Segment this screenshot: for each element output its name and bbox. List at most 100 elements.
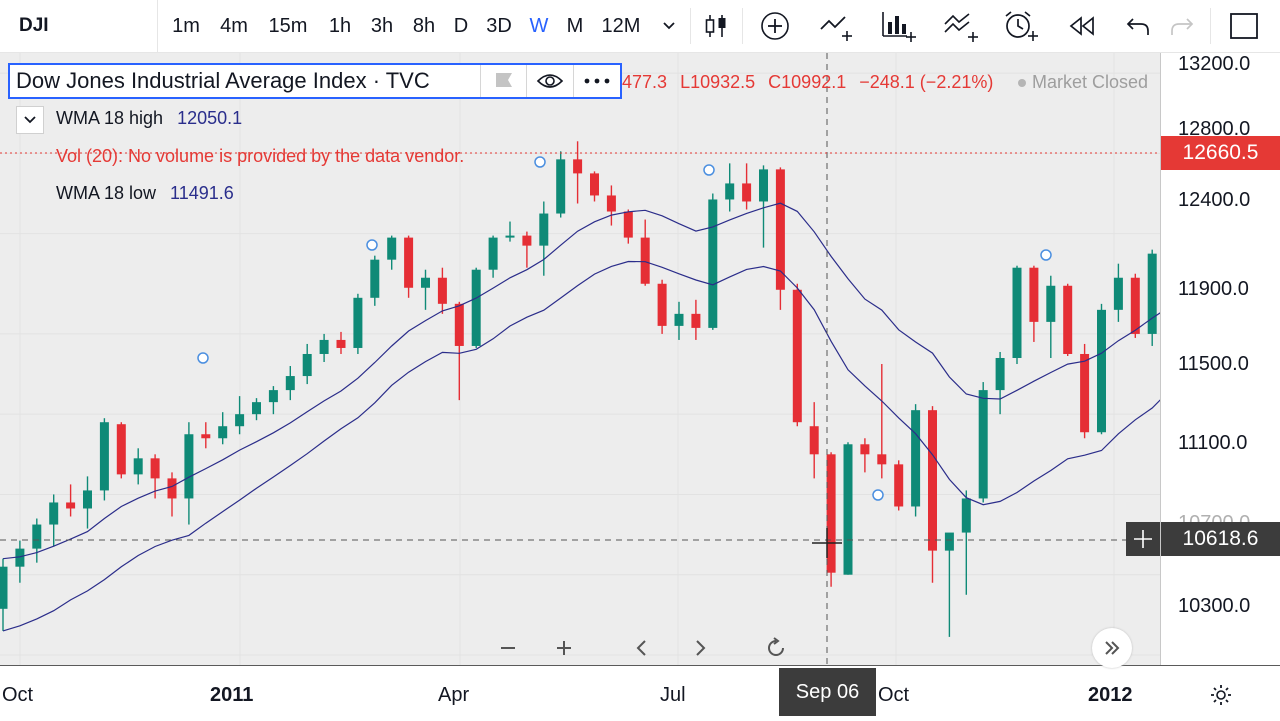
eye-icon[interactable] (526, 65, 573, 97)
candle-body (285, 376, 295, 391)
timeframe-8h[interactable]: 8h (412, 14, 436, 37)
candle-body (1046, 285, 1056, 322)
wma-low-line (2, 260, 1238, 632)
candle-body (1097, 309, 1106, 433)
event-marker (534, 156, 546, 168)
candle-body (49, 502, 59, 525)
candle-body (928, 410, 937, 551)
candle-body (860, 444, 870, 455)
scroll-left-button[interactable] (622, 628, 662, 668)
candle-body (556, 159, 566, 214)
candle-body (640, 237, 650, 284)
candle-body (590, 173, 599, 196)
event-marker (197, 352, 209, 364)
add-alert-plus-icon[interactable] (1126, 522, 1160, 556)
candles-icon[interactable] (696, 0, 736, 52)
alert-icon[interactable] (998, 0, 1042, 52)
candle-body (792, 289, 802, 423)
indicators-icon[interactable] (876, 0, 920, 52)
candle-body (623, 211, 633, 238)
time-label: 2012 (1088, 684, 1133, 706)
zoom-in-button[interactable] (544, 628, 584, 668)
ohlc-change: −248.1 (−2.21%) (859, 72, 994, 92)
chart-pane[interactable] (0, 53, 1242, 665)
candle-body (877, 454, 887, 465)
timeframe-1m[interactable]: 1m (172, 14, 200, 37)
study-wma-high[interactable]: WMA 18 high 12050.1 (56, 108, 243, 128)
scroll-right-button[interactable] (680, 628, 720, 668)
price-label: 10300.0 (1178, 595, 1251, 617)
candle-body (32, 524, 42, 549)
candle-body (944, 532, 954, 551)
time-label: Oct (2, 684, 34, 706)
scroll-to-realtime-button[interactable] (1092, 628, 1132, 668)
candle-body (691, 313, 701, 328)
candle-body (505, 235, 515, 238)
timeframe-d[interactable]: D (453, 14, 469, 37)
more-options-icon[interactable] (573, 65, 620, 97)
market-status: Market Closed (1018, 72, 1148, 93)
replay-icon[interactable] (1060, 0, 1104, 52)
price-chart[interactable] (0, 53, 1242, 665)
timeframe-12m[interactable]: 12M (601, 14, 641, 37)
plus-circle-icon[interactable] (754, 0, 796, 52)
candle-body (404, 237, 414, 288)
timeframe-w[interactable]: W (529, 14, 549, 37)
chevron-down-icon[interactable] (654, 0, 684, 52)
price-label: 12800.0 (1178, 118, 1251, 140)
fullscreen-icon[interactable] (1222, 0, 1266, 52)
redo-icon[interactable] (1162, 0, 1202, 52)
candle-body (471, 269, 481, 346)
candle-body (184, 434, 194, 499)
price-label: 12400.0 (1178, 189, 1251, 211)
study-wma-low[interactable]: WMA 18 low 11491.6 (56, 183, 234, 203)
timeframe-15m[interactable]: 15m (268, 14, 308, 37)
candle-body (99, 422, 109, 491)
candle-body (353, 297, 363, 348)
candle-body (370, 259, 380, 298)
collapse-legend-button[interactable] (16, 106, 44, 134)
timeframe-1h[interactable]: 1h (328, 14, 352, 37)
status-dot-icon (1018, 79, 1026, 88)
candle-body (268, 390, 278, 403)
candle-body (742, 183, 752, 202)
candle-body (0, 566, 8, 609)
templates-icon[interactable] (938, 0, 982, 52)
candle-body (539, 213, 549, 246)
ohlc-low: L10932.5 (680, 72, 756, 92)
timeframe-m[interactable]: M (566, 14, 584, 37)
candle-body (302, 353, 312, 377)
candle-body (1130, 277, 1140, 334)
time-label: Apr (438, 684, 470, 706)
timeframe-3d[interactable]: 3D (486, 14, 512, 37)
candle-body (150, 458, 160, 479)
candle-body (1012, 267, 1022, 358)
candle-body (15, 548, 25, 567)
candle-body (437, 277, 447, 304)
undo-icon[interactable] (1118, 0, 1158, 52)
chevron-down-icon (24, 116, 36, 124)
candle-body (843, 444, 853, 575)
candle-body (961, 498, 971, 533)
time-axis[interactable] (0, 665, 1280, 721)
study-volume[interactable]: Vol (20): No volume is provided by the d… (56, 146, 465, 166)
settings-gear-icon[interactable] (1206, 680, 1236, 710)
price-label: 13200.0 (1178, 53, 1251, 75)
candle-body (488, 237, 498, 270)
candle-body (1029, 267, 1039, 322)
candle-body (235, 414, 245, 427)
crosshair-price-tag: 10618.6 (1161, 522, 1280, 556)
candle-body (1080, 353, 1090, 433)
time-label: Oct (878, 684, 910, 706)
reset-chart-button[interactable] (756, 628, 796, 668)
legend-symbol-box[interactable]: Dow Jones Industrial Average Index · TVC (8, 63, 622, 99)
compare-icon[interactable] (814, 0, 858, 52)
timeframe-3h[interactable]: 3h (370, 14, 394, 37)
timeframe-4m[interactable]: 4m (220, 14, 248, 37)
last-price-tag: 12660.5 (1161, 136, 1280, 170)
candle-body (809, 426, 819, 455)
candle-body (674, 313, 684, 326)
flag-icon[interactable] (479, 65, 527, 97)
symbol-search-button[interactable]: DJI (0, 0, 158, 52)
zoom-out-button[interactable] (488, 628, 528, 668)
